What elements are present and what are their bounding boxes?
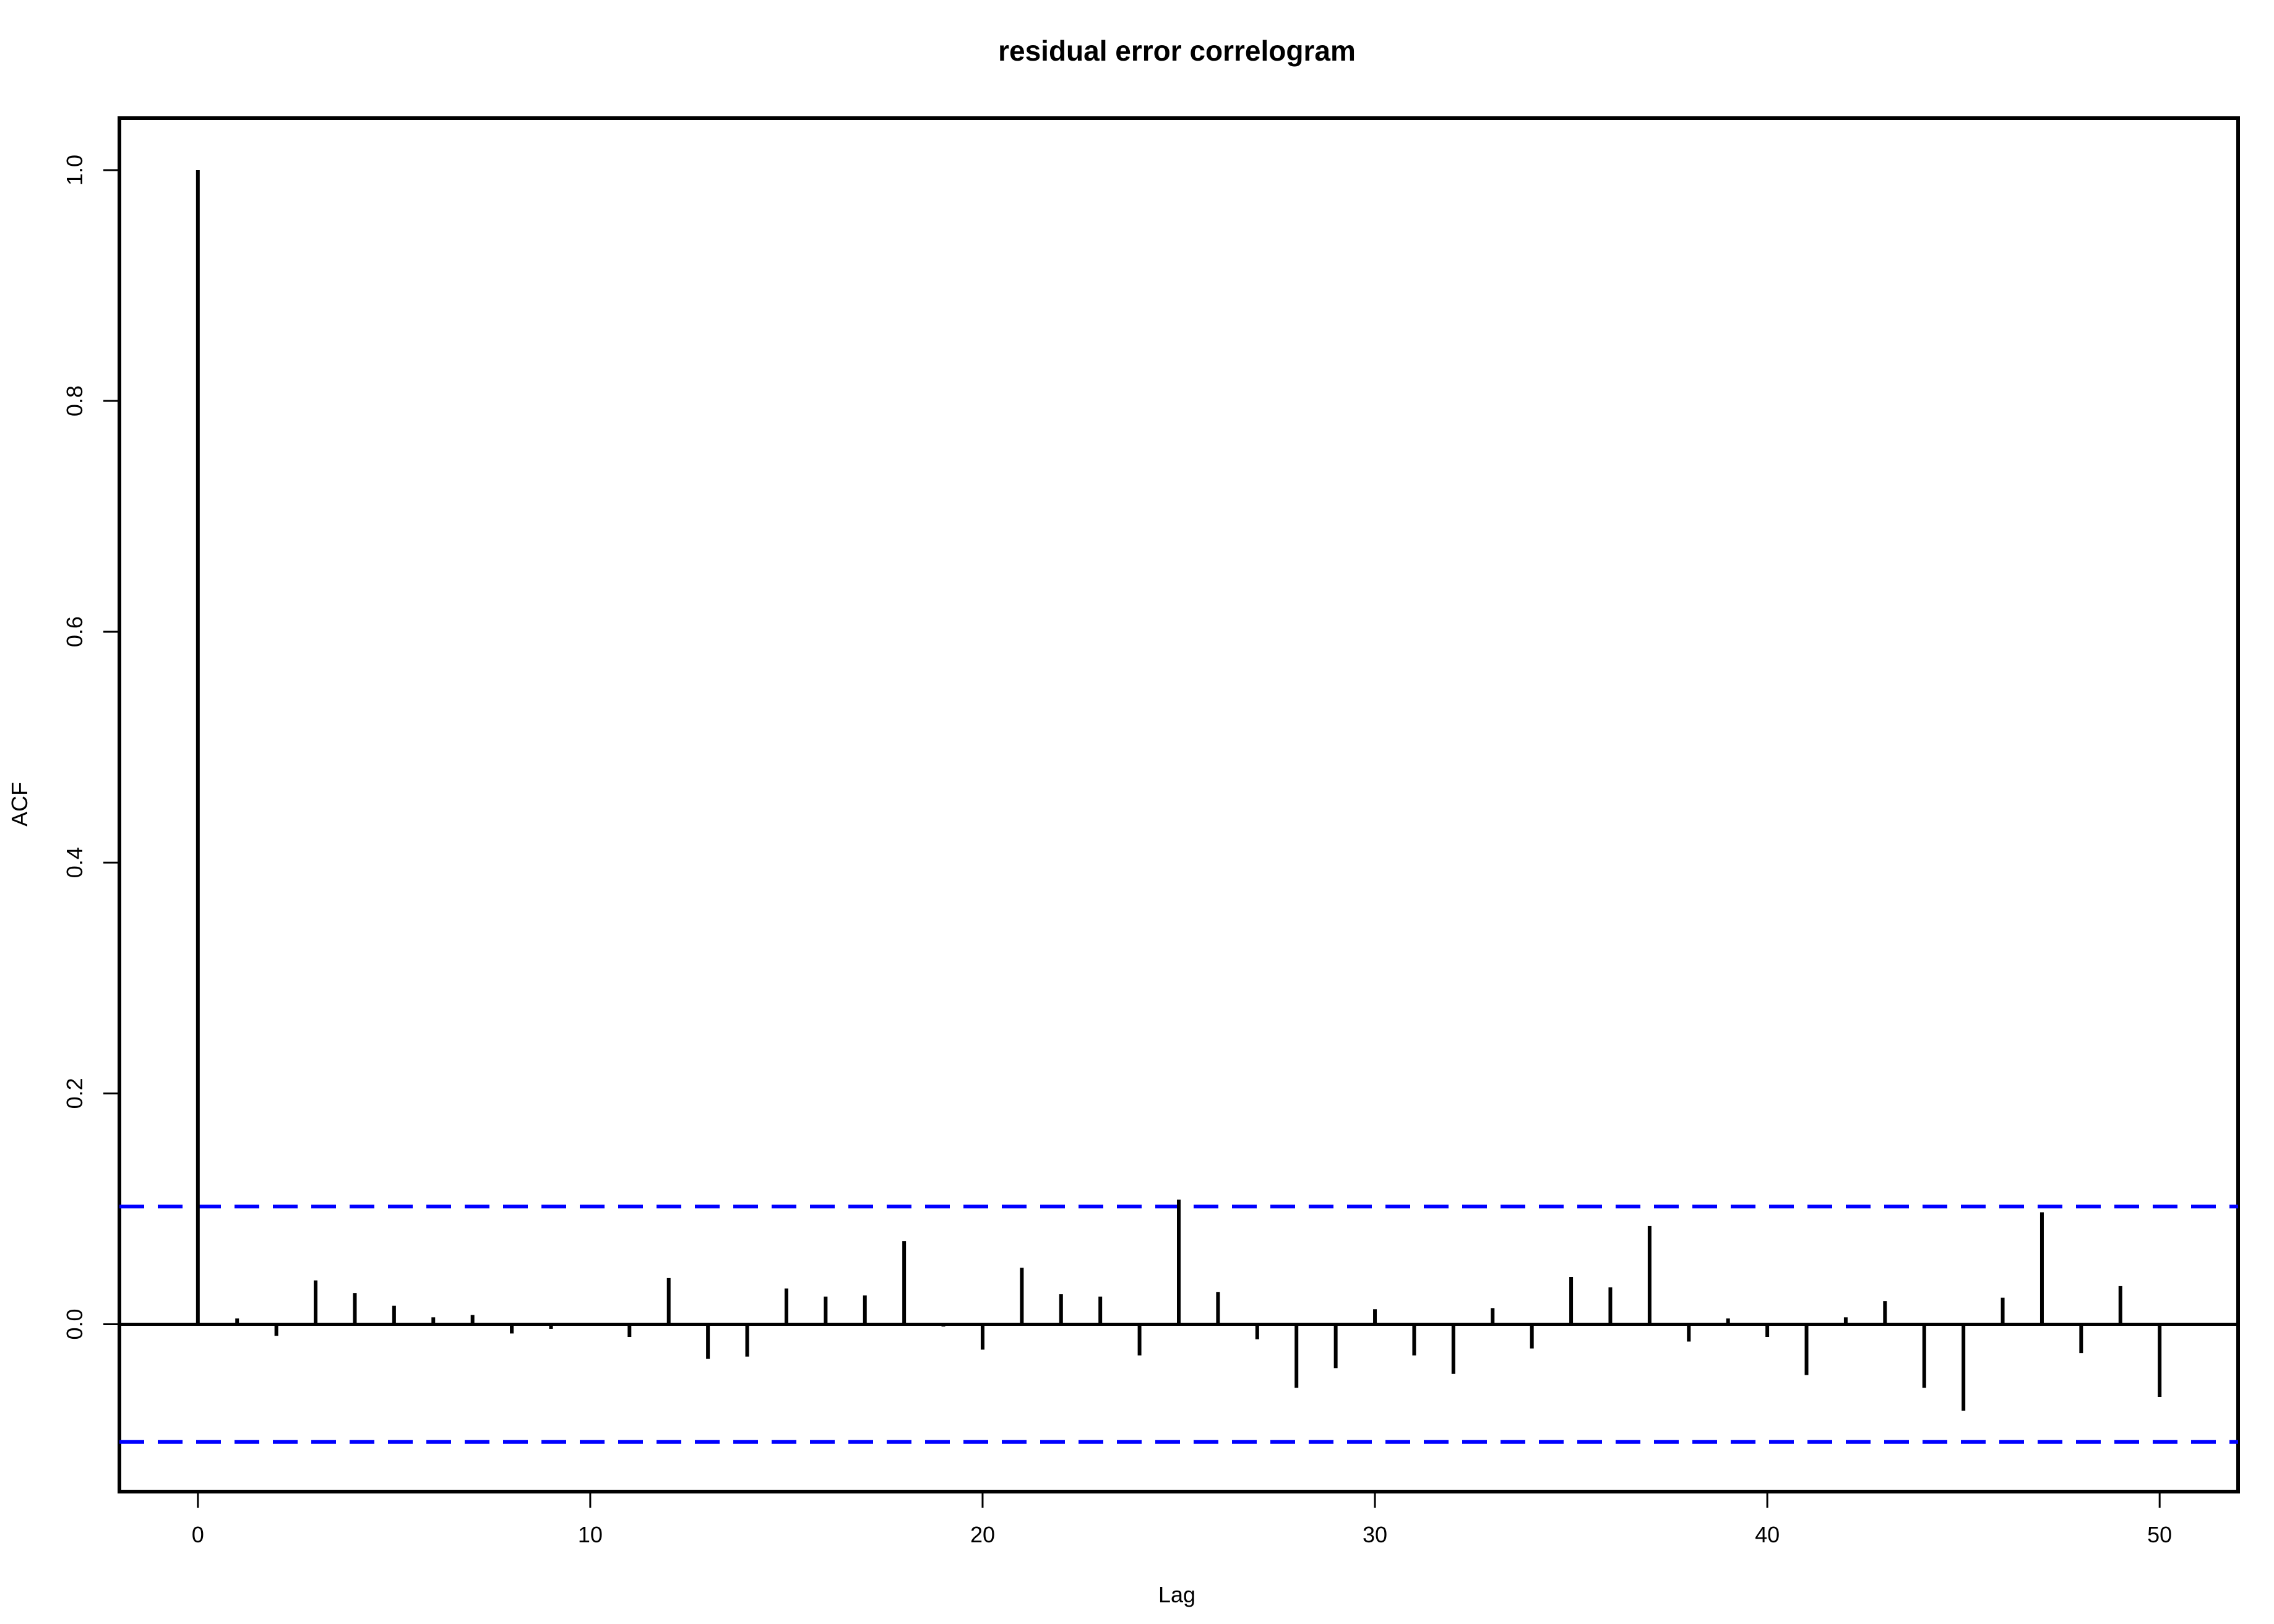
- x-axis-label: Lag: [1158, 1582, 1195, 1607]
- y-axis-label: ACF: [7, 782, 32, 827]
- y-tick-label: 0.6: [62, 616, 87, 647]
- x-tick-label: 10: [578, 1522, 603, 1547]
- y-axis: 0.0 0.2 0.4 0.6 0.8 1.0: [62, 155, 121, 1340]
- x-tick-label: 0: [192, 1522, 204, 1547]
- y-tick-label: 1.0: [62, 155, 87, 186]
- x-tick-label: 40: [1755, 1522, 1780, 1547]
- chart-title: residual error correlogram: [998, 35, 1356, 67]
- y-tick-label: 0.4: [62, 847, 87, 878]
- y-tick-label: 0.2: [62, 1078, 87, 1109]
- x-tick-label: 20: [970, 1522, 995, 1547]
- y-tick-label: 0.8: [62, 385, 87, 416]
- y-tick-label: 0.0: [62, 1308, 87, 1339]
- x-axis: 0 10 20 30 40 50: [192, 1490, 2172, 1547]
- x-tick-label: 50: [2147, 1522, 2172, 1547]
- acf-stems: [119, 170, 2238, 1411]
- x-tick-label: 30: [1363, 1522, 1387, 1547]
